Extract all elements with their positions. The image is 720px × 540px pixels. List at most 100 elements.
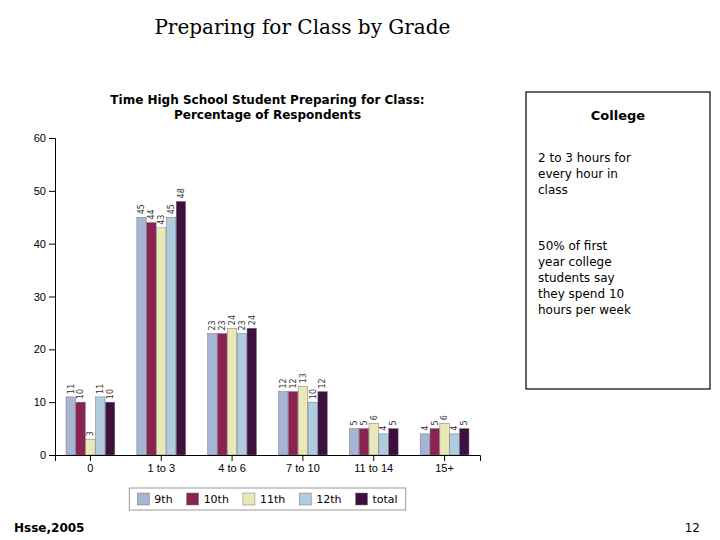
y-tick-label: 10	[34, 396, 46, 408]
bar	[420, 434, 429, 455]
text-line: hours per week	[538, 303, 631, 317]
data-label: 45	[137, 204, 146, 214]
y-tick: 50	[34, 185, 55, 197]
bar	[218, 333, 227, 455]
data-label: 4	[379, 426, 388, 431]
y-tick-label: 20	[34, 343, 46, 355]
data-label: 5	[460, 420, 469, 425]
text-line: they spend 10	[538, 287, 624, 301]
data-label: 3	[86, 431, 95, 436]
data-label: 23	[208, 320, 217, 330]
data-label: 6	[440, 415, 449, 420]
data-label: 4	[450, 426, 459, 431]
y-tick-mark	[49, 297, 55, 298]
legend-label: 10th	[204, 493, 229, 506]
data-label: 44	[147, 209, 156, 219]
text-line: Hsse,2005	[14, 521, 84, 535]
x-tick: 15+	[435, 455, 454, 474]
bar	[208, 333, 217, 455]
y-tick: 60	[34, 132, 55, 144]
bar	[237, 333, 246, 455]
data-label: 10	[309, 389, 318, 399]
bars	[66, 201, 469, 455]
data-label: 48	[177, 188, 186, 198]
data-label: 13	[299, 373, 308, 383]
bar	[389, 429, 398, 455]
bar	[157, 228, 166, 455]
legend-items: 9th10th11th12thtotal	[137, 493, 397, 506]
x-axis-line	[56, 456, 481, 462]
data-label: 5	[350, 420, 359, 425]
legend-swatch	[299, 493, 311, 505]
y-tick-mark	[49, 402, 55, 403]
legend-label: total	[373, 493, 398, 506]
y-tick-label: 60	[34, 132, 46, 144]
x-tick: 4 to 6	[218, 455, 246, 474]
y-tick-mark	[49, 191, 55, 192]
sidebar: College 2 to 3 hours for every hour in clas…	[526, 92, 710, 389]
text-line: Percentage of Respondents	[174, 108, 361, 122]
y-tick-label: 50	[34, 185, 46, 197]
bar	[440, 423, 449, 455]
data-label: 23	[218, 320, 227, 330]
legend-label: 12th	[316, 493, 341, 506]
y-tick: 20	[34, 343, 55, 355]
data-label: 24	[248, 315, 257, 325]
x-tick-mark	[232, 455, 233, 461]
sidebar-title: College	[591, 108, 646, 123]
y-tick-mark	[49, 349, 55, 350]
bar	[66, 397, 75, 455]
bar	[450, 434, 459, 455]
bar	[430, 429, 439, 455]
y-tick-mark	[49, 138, 55, 139]
legend-label: 9th	[154, 493, 172, 506]
y-tick-mark	[49, 244, 55, 245]
x-tick: 0	[87, 455, 93, 474]
bar	[166, 217, 175, 455]
text-line: 2 to 3 hours for	[538, 151, 631, 165]
y-tick-label: 40	[34, 238, 46, 250]
text-line: 50% of first	[538, 239, 608, 253]
x-tick-label: 11 to 14	[354, 462, 393, 474]
data-label: 4	[421, 426, 430, 431]
y-axis-line	[49, 139, 56, 456]
data-labels: 1145231254104423125534324136611452310441…	[67, 188, 470, 436]
y-axis: 0 10 20 30 40 50 60	[34, 132, 56, 461]
text-line: class	[538, 183, 568, 197]
text-line: year college	[538, 255, 612, 269]
legend-item: 9th	[137, 493, 172, 506]
x-tick-mark	[373, 455, 374, 461]
sidebar-frame	[526, 92, 710, 389]
y-tick: 0	[40, 449, 55, 461]
x-tick-label: 15+	[435, 462, 454, 474]
text-line: students say	[538, 271, 615, 285]
data-label: 11	[96, 384, 105, 394]
bar	[96, 397, 105, 455]
y-tick: 10	[34, 396, 55, 408]
legend-swatch	[137, 493, 149, 505]
data-label: 12	[289, 378, 298, 388]
data-label: 12	[318, 378, 327, 388]
footnote: Hsse,2005	[14, 521, 84, 535]
data-label: 43	[157, 215, 166, 225]
x-tick-label: 7 to 10	[286, 462, 320, 474]
text-line: every hour in	[538, 167, 618, 181]
bar	[279, 392, 288, 455]
y-tick: 30	[34, 291, 55, 303]
data-label: 6	[370, 415, 379, 420]
bar	[176, 201, 185, 455]
data-label: 23	[238, 320, 247, 330]
data-label: 10	[76, 389, 85, 399]
bar	[318, 392, 327, 455]
legend-swatch	[187, 493, 199, 505]
x-axis: 01 to 34 to 67 to 1011 to 1415+	[56, 455, 481, 474]
bar	[460, 429, 469, 455]
legend: 9th10th11th12thtotal	[129, 488, 405, 510]
data-label: 5	[360, 420, 369, 425]
text-line: Time High School Student Preparing for C…	[110, 93, 424, 107]
data-label: 12	[279, 378, 288, 388]
x-tick-label: 4 to 6	[218, 462, 246, 474]
x-tick-mark	[161, 455, 162, 461]
sidebar-text: 2 to 3 hours for every hour in class	[538, 151, 631, 197]
bar	[86, 439, 95, 455]
